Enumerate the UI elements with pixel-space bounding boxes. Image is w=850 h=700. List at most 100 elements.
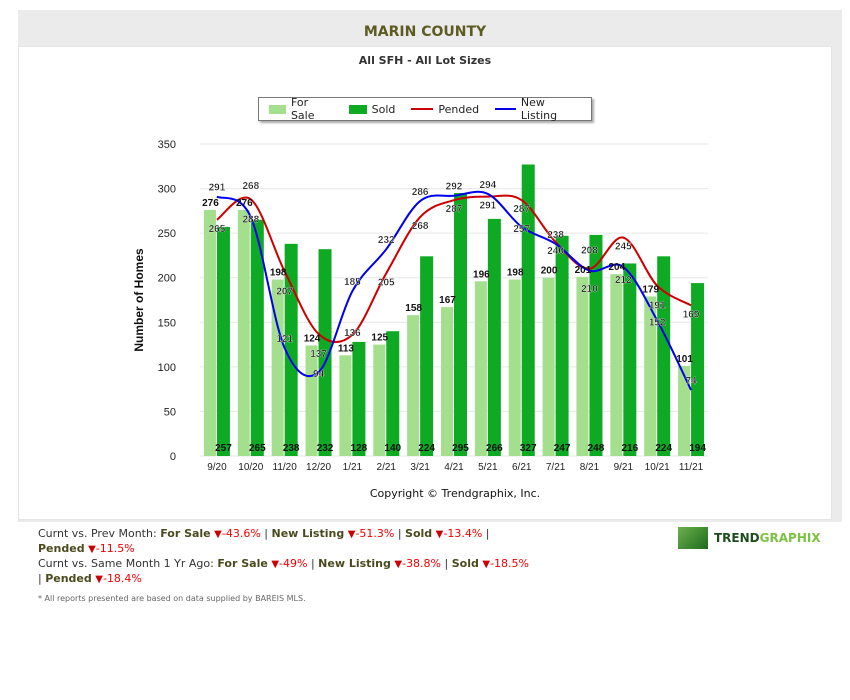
down-triangle-icon: ▼ — [271, 559, 280, 570]
x-tick-label: 9/20 — [207, 462, 227, 473]
x-tick-label: 12/20 — [306, 462, 331, 473]
year-ago-label: Curnt vs. Same Month 1 Yr Ago: — [38, 557, 214, 570]
x-tick-label: 1/21 — [343, 462, 363, 473]
down-triangle-icon: ▼ — [435, 529, 444, 540]
data-label-sold: 238 — [283, 443, 300, 454]
x-tick-label: 11/20 — [273, 462, 298, 473]
data-label-new-listing: 208 — [581, 246, 598, 257]
legend-for-sale[interactable]: For Sale — [269, 96, 333, 122]
data-label-new-listing: 74 — [686, 376, 698, 387]
stat-value: -11.5% — [95, 542, 135, 555]
data-label-sold: 224 — [655, 443, 672, 454]
stat-key: Sold — [451, 557, 479, 570]
data-label-sold: 140 — [384, 443, 401, 454]
y-tick-label: 200 — [158, 273, 176, 285]
stat-key: New Listing — [271, 527, 345, 540]
data-label-for-sale: 196 — [473, 269, 490, 280]
data-label-pended: 191 — [649, 301, 666, 312]
data-label-pended: 291 — [480, 201, 497, 212]
bar-for-sale — [441, 307, 453, 456]
data-label-pended: 207 — [276, 286, 293, 297]
data-label-new-listing: 152 — [649, 318, 666, 329]
data-label-sold: 194 — [689, 443, 706, 454]
data-label-new-listing: 257 — [513, 224, 530, 235]
stat-value: -18.4% — [102, 572, 142, 585]
logo-chart-icon — [678, 527, 708, 549]
data-source-note: * All reports presented are based on dat… — [38, 594, 306, 603]
y-tick-label: 50 — [164, 406, 176, 418]
data-label-new-listing: 292 — [446, 182, 463, 193]
bar-sold — [352, 341, 366, 456]
y-tick-label: 100 — [158, 362, 176, 374]
data-label-pended: 210 — [581, 284, 598, 295]
legend-sold[interactable]: Sold — [348, 102, 396, 116]
data-label-for-sale: 158 — [405, 303, 422, 314]
bar-for-sale — [237, 209, 250, 456]
stat-key: For Sale — [217, 557, 268, 570]
bar-for-sale — [644, 296, 657, 456]
legend-new-listing[interactable]: New Listing — [495, 96, 581, 122]
data-label-sold: 232 — [317, 443, 334, 454]
trendgraphix-logo: TRENDGRAPHIX — [678, 527, 821, 549]
data-label-new-listing: 94 — [313, 369, 325, 380]
stat-value: -38.8% — [402, 557, 442, 570]
x-tick-label: 9/21 — [614, 462, 634, 473]
x-tick-label: 2/21 — [377, 462, 397, 473]
stat-key: Pended — [38, 542, 85, 555]
logo-text-a: TREND — [714, 531, 760, 545]
legend-label: Sold — [371, 102, 396, 116]
data-label-for-sale: 101 — [676, 354, 693, 365]
data-label-for-sale: 204 — [608, 262, 625, 273]
y-tick-label: 350 — [158, 139, 176, 151]
data-label-new-listing: 291 — [209, 183, 226, 194]
swatch — [495, 108, 516, 110]
data-label-pended: 287 — [513, 204, 530, 215]
down-triangle-icon: ▼ — [394, 559, 403, 570]
x-tick-label: 3/21 — [410, 462, 430, 473]
stat-key: New Listing — [318, 557, 391, 570]
data-label-pended: 137 — [310, 349, 327, 360]
chart-legend: For Sale Sold Pended New Listing — [258, 96, 592, 122]
down-triangle-icon: ▼ — [214, 529, 222, 540]
copyright: Copyright © Trendgraphix, Inc. — [369, 487, 541, 500]
data-label-sold: 128 — [351, 443, 368, 454]
bar-sold — [657, 256, 671, 456]
bar-for-sale — [373, 344, 386, 456]
stat-key: For Sale — [160, 527, 211, 540]
data-label-pended: 205 — [378, 277, 395, 288]
bar-sold — [250, 219, 264, 456]
legend-label: For Sale — [290, 96, 315, 122]
down-triangle-icon: ▼ — [88, 544, 96, 555]
bar-sold — [216, 226, 230, 456]
bar-sold — [284, 243, 298, 456]
bar-for-sale — [610, 274, 623, 456]
stat-value: -43.6% — [221, 527, 261, 540]
legend-pended[interactable]: Pended — [411, 103, 479, 116]
bar-for-sale — [407, 315, 420, 456]
data-label-for-sale: 198 — [507, 267, 524, 278]
x-tick-label: 8/21 — [580, 462, 600, 473]
data-label-sold: 247 — [554, 443, 571, 454]
bar-for-sale — [203, 209, 216, 456]
data-label-pended: 169 — [683, 309, 700, 320]
data-label-pended: 287 — [446, 204, 463, 215]
chart-svg: 0 50 100 150 200 250 300 350 Number of Homes 9/20… — [132, 139, 708, 473]
data-label-for-sale: 167 — [439, 295, 456, 306]
data-label-for-sale: 125 — [371, 333, 388, 344]
data-label-for-sale: 113 — [338, 343, 355, 354]
logo-text-b: GRAPHIX — [759, 531, 821, 545]
bar-for-sale — [576, 276, 589, 456]
bar-sold — [487, 218, 501, 456]
bar-sold — [691, 283, 705, 456]
legend-label: New Listing — [520, 96, 558, 122]
data-label-new-listing: 268 — [242, 181, 259, 192]
down-triangle-icon: ▼ — [95, 574, 103, 585]
data-label-pended: 265 — [209, 224, 226, 235]
bar-sold — [420, 256, 434, 456]
bar-sold — [318, 249, 332, 456]
bar-for-sale — [271, 279, 284, 456]
swatch — [348, 104, 367, 114]
data-label-sold: 257 — [215, 443, 232, 454]
bar-for-sale — [305, 345, 318, 456]
x-tick-label: 4/21 — [444, 462, 464, 473]
